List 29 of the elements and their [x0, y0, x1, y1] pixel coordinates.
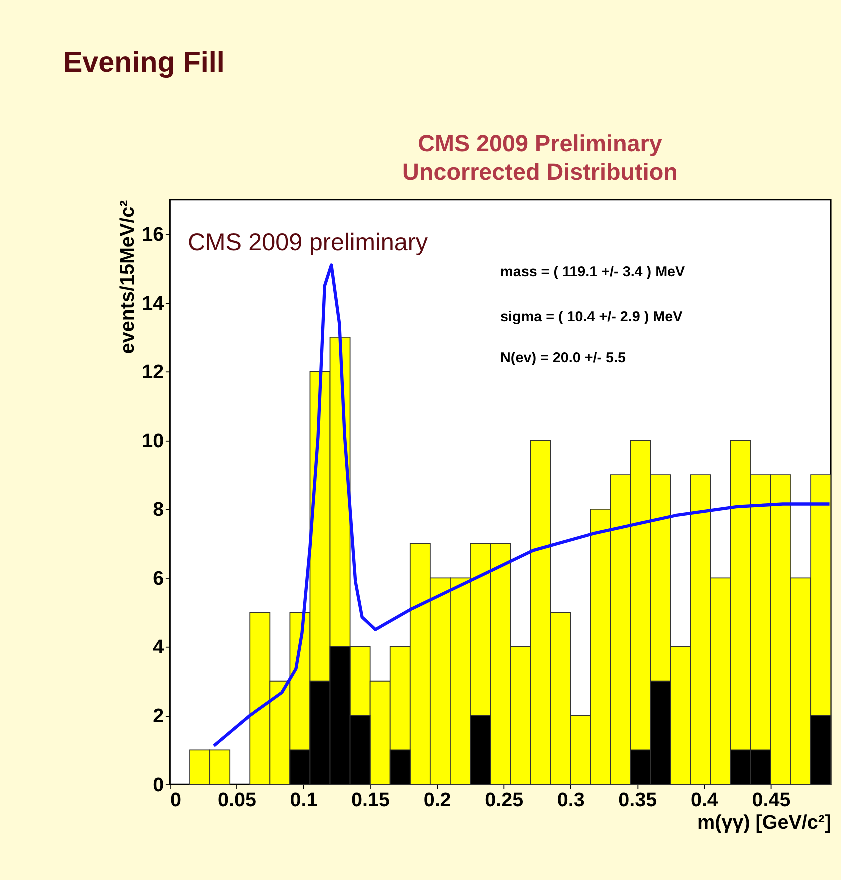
x-tick-label: 0.45 — [752, 790, 791, 812]
y-axis-title: events/15MeV/c² — [117, 200, 140, 354]
text: CMS 2009 Preliminary — [418, 130, 662, 156]
annotation: N(ev) = 20.0 +/- 5.5 — [500, 350, 626, 367]
x-tick-label: 0 — [170, 790, 182, 812]
x-tick-label: 0.25 — [485, 790, 524, 812]
annotation: mass = ( 119.1 +/- 3.4 ) MeV — [500, 264, 686, 280]
y-tick-label: 14 — [142, 292, 164, 315]
y-tick-label: 16 — [142, 224, 164, 246]
chart-title: Evening Fill — [63, 47, 225, 80]
y-tick-label: 10 — [142, 430, 164, 452]
y-tick-label: 8 — [153, 499, 164, 522]
annotation: CMS 2009 preliminary — [188, 229, 429, 256]
x-tick-label: 0.35 — [618, 790, 658, 812]
x-tick-label: 0.2 — [424, 790, 452, 812]
y-tick-label: 6 — [153, 568, 164, 590]
text: Uncorrected Distribution — [402, 159, 678, 186]
x-tick-label: 0.1 — [290, 790, 318, 812]
x-tick-label: 0.4 — [690, 790, 718, 812]
line-series — [212, 264, 832, 748]
x-tick-label: 0.05 — [218, 790, 256, 812]
x-tick-label: 0.15 — [352, 790, 390, 812]
y-tick-label: 2 — [153, 706, 164, 728]
y-tick-label: 4 — [153, 636, 164, 659]
x-tick-label: 0.3 — [557, 790, 585, 812]
y-tick-label: 12 — [142, 362, 164, 384]
x-axis-title: m(γγ) [GeV/c²] — [698, 812, 832, 834]
y-tick-label: 0 — [153, 774, 164, 796]
annotation: sigma = ( 10.4 +/- 2.9 ) MeV — [500, 309, 684, 326]
